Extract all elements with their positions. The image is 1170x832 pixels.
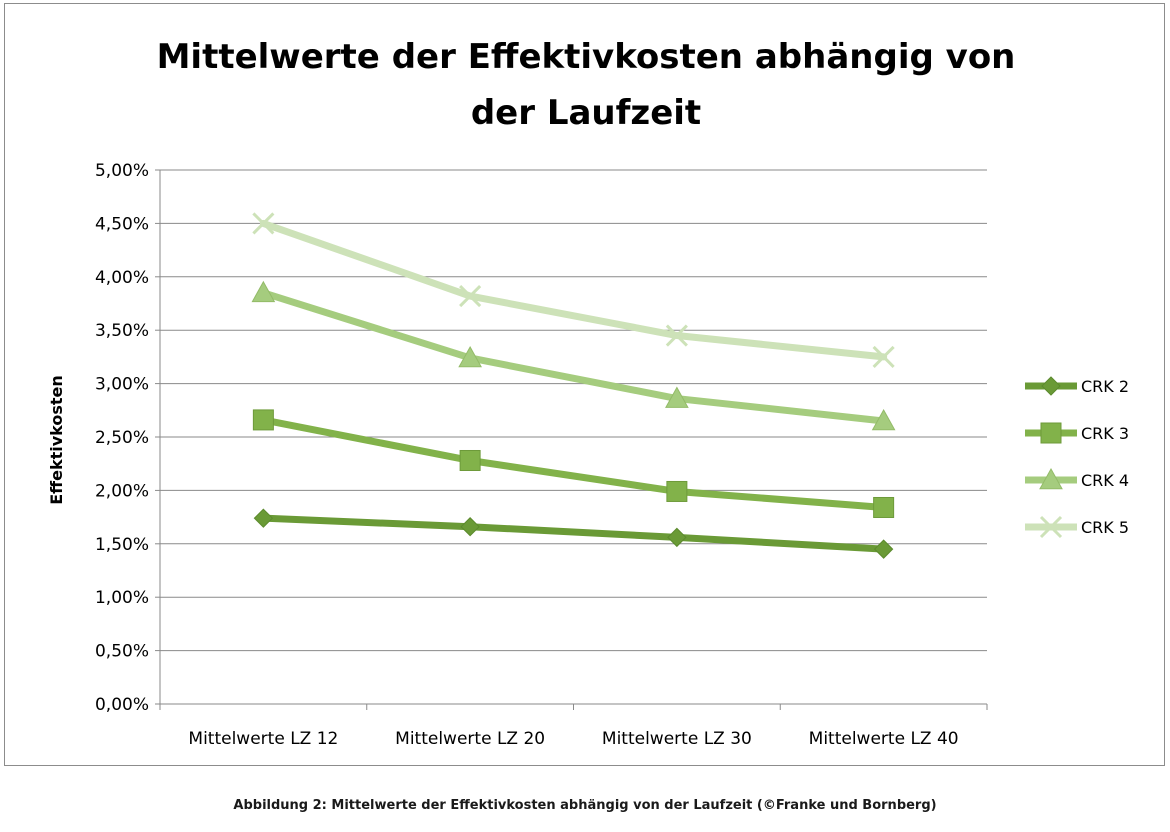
x-tick-label: Mittelwerte LZ 40 — [809, 729, 959, 749]
data-point-crk-5 — [665, 324, 688, 347]
marker-stroke — [252, 212, 275, 235]
legend-item-crk-4: CRK 4 — [1025, 467, 1129, 490]
y-tick-label: 2,00% — [95, 481, 149, 501]
data-point-crk-2 — [253, 508, 274, 528]
y-tick-labels: 0,00% 0,50% 1,00% 1,50% 2,00% 2,50% 3,00% 3,50%… — [95, 161, 149, 715]
legend-item-crk-3: CRK 3 — [1025, 422, 1129, 444]
data-point-crk-4 — [458, 345, 482, 368]
series — [251, 212, 896, 559]
chart-frame: Mittelwerte der Effektivkosten abhängig … — [4, 3, 1165, 766]
x-tick-label: Mittelwerte LZ 12 — [188, 729, 338, 749]
legend-label: CRK 5 — [1081, 518, 1129, 537]
series-line-crk-3 — [259, 416, 888, 511]
series-line-crk-4 — [259, 289, 888, 425]
chart-title-line-2: der Laufzeit — [471, 93, 701, 133]
series-line-crk-2 — [259, 514, 888, 553]
data-point-crk-4 — [251, 280, 276, 303]
legend-marker — [1039, 515, 1063, 539]
y-tick-label: 1,00% — [95, 588, 149, 608]
x-tick-labels: Mittelwerte LZ 12 Mittelwerte LZ 20 Mittel… — [188, 729, 958, 749]
marker-stroke — [459, 284, 482, 308]
data-point-crk-4 — [665, 386, 689, 408]
y-axis-title: Effektivkosten — [47, 375, 66, 505]
legend-item-crk-5: CRK 5 — [1025, 515, 1129, 539]
y-tick-label: 0,00% — [95, 695, 149, 715]
y-tick-label: 3,00% — [95, 375, 149, 395]
data-point-crk-3 — [666, 480, 688, 502]
data-point-crk-3 — [459, 449, 481, 471]
legend-marker — [1039, 467, 1063, 490]
data-point-crk-3 — [252, 409, 274, 431]
legend-item-crk-2: CRK 2 — [1025, 376, 1129, 396]
legend-marker — [1040, 422, 1062, 444]
y-tick-label: 4,50% — [95, 214, 149, 234]
data-point-crk-2 — [873, 539, 894, 559]
data-point-crk-3 — [873, 496, 895, 518]
data-point-crk-2 — [667, 527, 687, 548]
data-point-crk-5 — [459, 284, 482, 308]
x-tick-label: Mittelwerte LZ 30 — [602, 729, 752, 749]
gridlines — [160, 169, 987, 652]
marker-stroke — [665, 324, 688, 347]
data-point-crk-5 — [252, 212, 275, 235]
data-point-crk-5 — [872, 345, 895, 368]
figure-caption: Abbildung 2: Mittelwerte der Effektivkos… — [233, 798, 937, 813]
data-point-crk-2 — [460, 517, 480, 537]
y-tick-label: 2,50% — [95, 428, 149, 448]
x-tick-label: Mittelwerte LZ 20 — [395, 729, 545, 749]
marker-stroke — [872, 345, 895, 368]
legend-label: CRK 3 — [1081, 424, 1129, 443]
chart-title-line-1: Mittelwerte der Effektivkosten abhängig … — [157, 37, 1016, 77]
y-tick-label: 4,00% — [95, 268, 149, 288]
legend: CRK 2 CRK 3 CRK 4 CRK 5 — [1025, 376, 1129, 539]
legend-label: CRK 2 — [1081, 377, 1129, 396]
line-chart: Mittelwerte der Effektivkosten abhängig … — [47, 37, 1129, 749]
y-tick-label: 3,50% — [95, 321, 149, 341]
axes — [155, 169, 988, 710]
data-point-crk-4 — [871, 408, 896, 431]
series-line-crk-5 — [259, 219, 888, 361]
legend-marker — [1041, 376, 1061, 396]
marker-stroke — [1039, 515, 1063, 539]
y-tick-label: 5,00% — [95, 161, 149, 181]
y-tick-label: 1,50% — [95, 535, 149, 555]
y-tick-label: 0,50% — [95, 642, 149, 662]
legend-label: CRK 4 — [1081, 471, 1129, 490]
